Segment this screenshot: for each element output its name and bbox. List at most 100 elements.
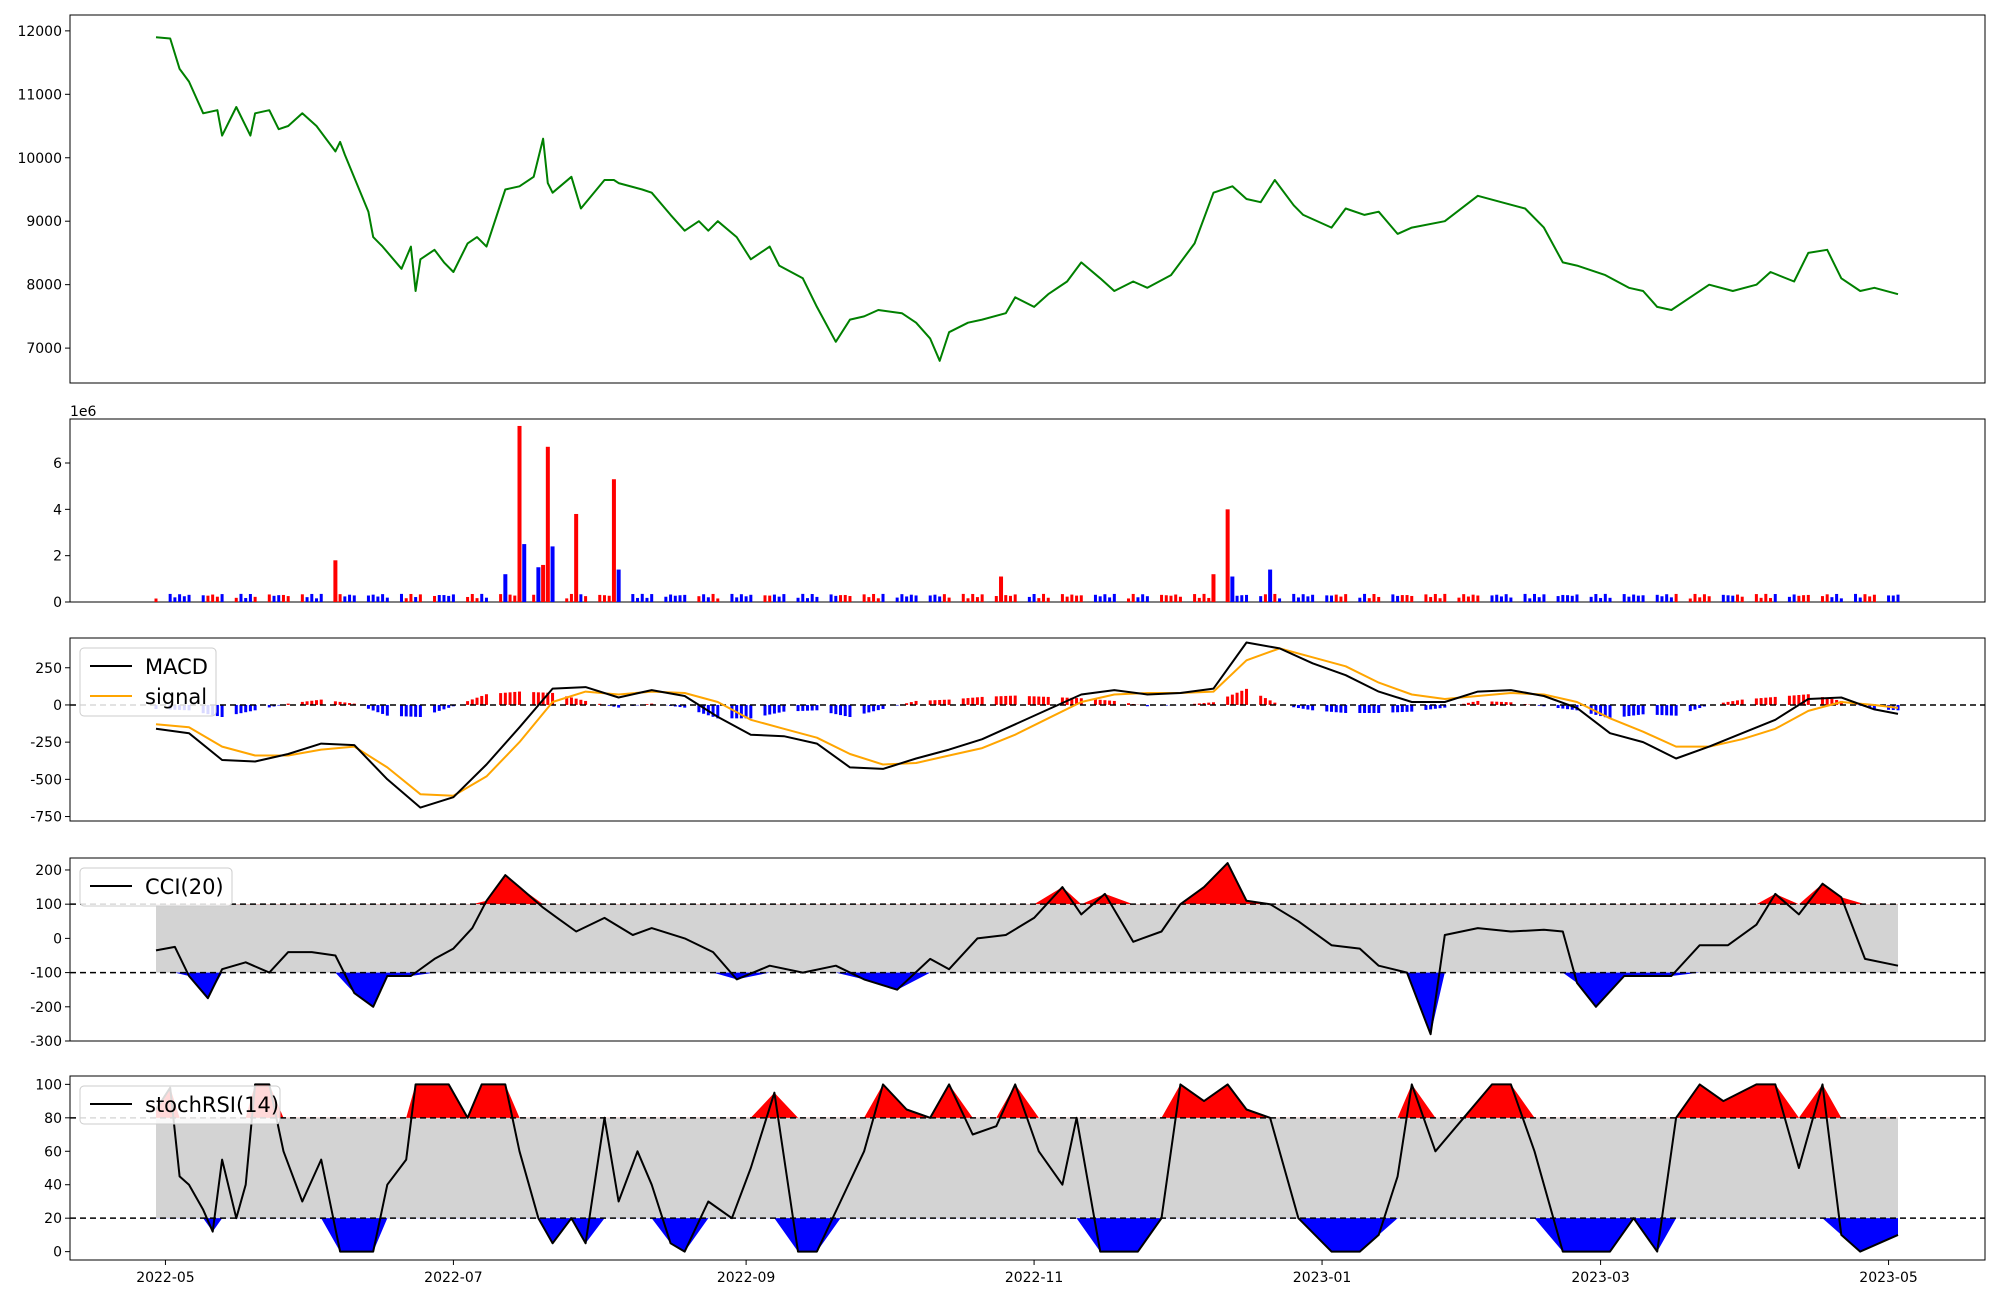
macd-histogram-bar — [1008, 695, 1012, 705]
macd-histogram-bar — [678, 704, 682, 708]
stochrsi-frame — [69, 1075, 1986, 1261]
macd-histogram-bar — [1292, 704, 1296, 708]
volume-bar — [777, 596, 781, 602]
volume-bar — [1093, 594, 1097, 602]
macd-histogram-bar — [338, 701, 342, 705]
macd-histogram-bar — [1372, 704, 1376, 713]
macd-histogram-bar — [928, 700, 932, 705]
macd-histogram-bar — [1721, 702, 1725, 705]
legend-cci-label: CCI(20) — [145, 875, 224, 899]
macd-histogram-bar — [1787, 695, 1791, 705]
macd-histogram-bar — [711, 704, 715, 717]
macd-histogram-bar — [1211, 702, 1215, 705]
volume-bar — [1792, 594, 1796, 602]
macd-histogram-bar — [584, 700, 588, 705]
macd-histogram-bar — [1207, 702, 1211, 705]
volume-bar — [834, 595, 838, 602]
volume-bar — [645, 597, 649, 602]
macd-histogram-bar — [801, 704, 805, 711]
macd-histogram-bar — [508, 692, 512, 705]
macd-histogram-bar — [442, 704, 446, 710]
volume-bar — [1636, 595, 1640, 602]
macd-histogram-bar — [1537, 704, 1541, 706]
macd-histogram-bar — [881, 704, 885, 709]
volume-spike-bar — [333, 560, 338, 602]
x-tick-label: 2023-01 — [1293, 1270, 1352, 1286]
volume-bar — [711, 593, 715, 602]
volume-bar — [1245, 594, 1249, 602]
volume-bar — [1032, 594, 1036, 602]
volume-bar — [272, 595, 276, 602]
volume-bar — [442, 595, 446, 602]
macd-histogram-bar — [1830, 699, 1834, 705]
macd-histogram-bar — [1632, 704, 1636, 716]
volume-bar — [1311, 594, 1315, 602]
volume-bar — [1306, 596, 1310, 602]
volume-bar — [234, 597, 238, 602]
volume-bar — [829, 594, 833, 602]
volume-bar — [805, 598, 809, 602]
volume-bar — [1008, 595, 1012, 602]
price-ytick-label: 7000 — [26, 341, 62, 357]
volume-bar — [1065, 596, 1069, 602]
volume-bar — [1688, 598, 1692, 602]
macd-histogram-bar — [1702, 704, 1706, 707]
macd-histogram-bar — [966, 698, 970, 705]
macd-histogram-bar — [872, 704, 876, 712]
macd-histogram-bar — [777, 704, 781, 713]
macd-histogram-bar — [518, 691, 522, 705]
volume-bar — [1075, 595, 1079, 602]
stochrsi-line — [155, 1083, 1899, 1253]
macd-histogram-bar — [805, 704, 809, 711]
volume-bar — [739, 594, 743, 602]
macd-histogram-bar — [1046, 696, 1050, 705]
macd-histogram-bar — [1396, 704, 1400, 713]
volume-bar — [513, 595, 517, 602]
volume-spike-bar — [550, 546, 555, 602]
macd-histogram-bar — [1004, 695, 1008, 705]
macd-histogram-bar — [272, 704, 276, 707]
volume-bar — [315, 598, 319, 602]
macd-ytick-label: -250 — [30, 735, 62, 751]
macd-histogram-bar — [1235, 692, 1239, 705]
volume-bar — [772, 594, 776, 602]
stochrsi-legend: stochRSI(14) — [79, 1085, 281, 1125]
volume-bar — [1391, 594, 1395, 602]
volume-bar — [839, 595, 843, 602]
volume-bar — [942, 594, 946, 602]
macd-histogram-bar — [399, 704, 403, 717]
volume-bar — [1608, 597, 1612, 602]
volume-bar — [631, 594, 635, 602]
volume-bar — [1669, 597, 1673, 602]
macd-histogram-bar — [673, 704, 677, 707]
volume-bar — [1702, 594, 1706, 602]
volume-spike-bar — [536, 567, 541, 602]
macd-histogram-bar — [499, 693, 503, 705]
macd-histogram-bar — [1377, 704, 1381, 713]
macd-histogram-bar — [848, 704, 852, 718]
macd-histogram-bar — [551, 692, 555, 705]
macd-histogram-bar — [310, 700, 314, 705]
macd-histogram-bar — [772, 704, 776, 714]
macd-histogram-bar — [1391, 704, 1395, 713]
macd-histogram-bar — [834, 704, 838, 715]
macd-histogram-bar — [1627, 704, 1631, 717]
volume-bar — [418, 594, 422, 602]
volume-bar — [900, 594, 904, 602]
volume-bar — [1079, 595, 1083, 602]
price-panel: 7000 8000 9000 10000 11000 12000 — [17, 14, 1986, 384]
volume-bar — [1367, 598, 1371, 602]
cci-ytick-label: -200 — [30, 1000, 62, 1016]
macd-histogram-bar — [1660, 704, 1664, 716]
volume-bar — [1164, 595, 1168, 602]
macd-histogram-bar — [1027, 696, 1031, 705]
macd-histogram-bar — [1273, 702, 1277, 705]
macd-histogram-bar — [829, 704, 833, 714]
macd-histogram-bar — [876, 704, 880, 711]
macd-histogram-bar — [867, 704, 871, 713]
x-tick-label: 2022-11 — [1005, 1270, 1064, 1286]
macd-histogram-bar — [1868, 704, 1872, 708]
macd-histogram-bar — [215, 704, 219, 717]
volume-spike-bar — [611, 479, 616, 602]
macd-histogram-bar — [579, 699, 583, 705]
